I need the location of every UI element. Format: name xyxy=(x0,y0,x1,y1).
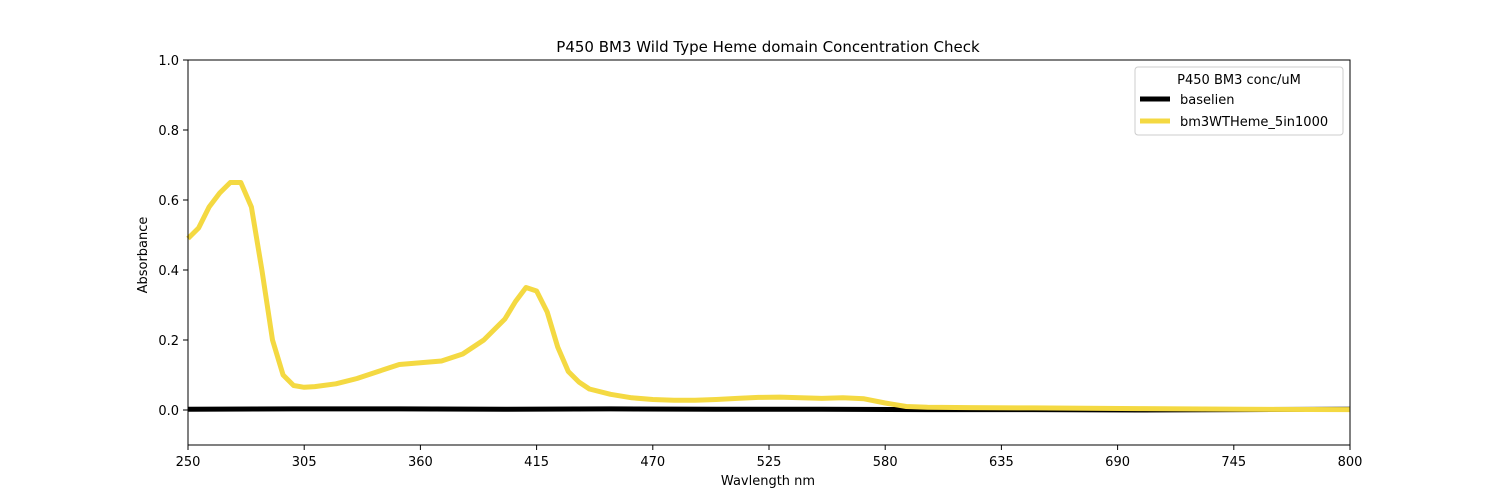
x-tick-label: 470 xyxy=(640,455,665,470)
series-line-1 xyxy=(186,180,1351,413)
x-tick-label: 800 xyxy=(1338,455,1363,470)
legend-box xyxy=(1134,66,1344,136)
legend: P450 BM3 conc/uM baselien bm3WTHeme_5in1… xyxy=(1134,66,1344,136)
chart-title: P450 BM3 Wild Type Heme domain Concentra… xyxy=(556,38,980,56)
x-axis: 250 305 360 415 470 525 580 635 690 745 800 xyxy=(176,445,1363,470)
y-tick-label: 1.0 xyxy=(158,54,179,69)
x-tick-label: 690 xyxy=(1105,455,1130,470)
y-tick-label: 0.2 xyxy=(158,334,179,349)
x-tick-label: 745 xyxy=(1221,455,1246,470)
x-axis-label: Wavlength nm xyxy=(721,474,815,489)
y-tick-label: 0.0 xyxy=(158,404,179,419)
x-tick-label: 580 xyxy=(873,455,898,470)
legend-label-bm3wtheme: bm3WTHeme_5in1000 xyxy=(1180,115,1328,130)
y-tick-label: 0.4 xyxy=(158,264,179,279)
x-tick-label: 305 xyxy=(292,455,317,470)
x-tick-label: 250 xyxy=(176,455,201,470)
x-tick-label: 360 xyxy=(408,455,433,470)
y-axis-label: Absorbance xyxy=(136,217,151,294)
y-axis: 0.0 0.2 0.4 0.6 0.8 1.0 xyxy=(158,54,188,419)
legend-title: P450 BM3 conc/uM xyxy=(1177,73,1301,88)
x-tick-label: 415 xyxy=(524,455,549,470)
y-tick-label: 0.6 xyxy=(158,194,179,209)
plot-area xyxy=(186,180,1351,413)
x-tick-label: 635 xyxy=(989,455,1014,470)
x-tick-label: 525 xyxy=(757,455,782,470)
y-tick-label: 0.8 xyxy=(158,124,179,139)
legend-label-baselien: baselien xyxy=(1180,93,1234,108)
